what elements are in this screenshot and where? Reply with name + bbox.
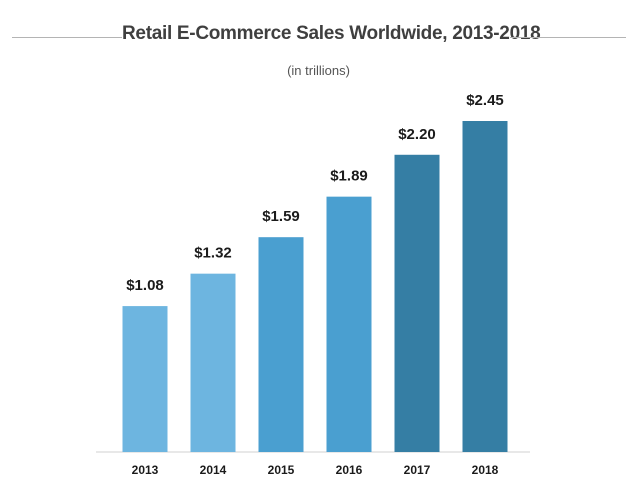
bar-2018 [462, 121, 508, 452]
bar-2014 [190, 273, 236, 452]
bar-2017 [394, 154, 440, 452]
data-label-2014: $1.32 [194, 245, 232, 262]
data-label-2016: $1.89 [330, 168, 368, 185]
data-label-2013: $1.08 [126, 277, 164, 294]
bar-2016 [326, 196, 372, 452]
x-tick-label-2017: 2017 [404, 463, 431, 477]
data-label-2018: $2.45 [466, 92, 504, 109]
title-rule-left [12, 37, 122, 38]
bar-2013 [122, 306, 168, 452]
data-label-2017: $2.20 [398, 126, 436, 143]
x-tick-label-2015: 2015 [268, 463, 295, 477]
title-rule-right [510, 37, 626, 38]
bar-2015 [258, 237, 304, 452]
data-label-2015: $1.59 [262, 208, 300, 225]
chart-subtitle: (in trillions) [287, 63, 350, 78]
chart-title: Retail E-Commerce Sales Worldwide, 2013-… [122, 23, 541, 44]
x-tick-label-2016: 2016 [336, 463, 363, 477]
x-tick-label-2013: 2013 [132, 463, 159, 477]
x-tick-label-2014: 2014 [200, 463, 227, 477]
x-tick-label-2018: 2018 [472, 463, 499, 477]
